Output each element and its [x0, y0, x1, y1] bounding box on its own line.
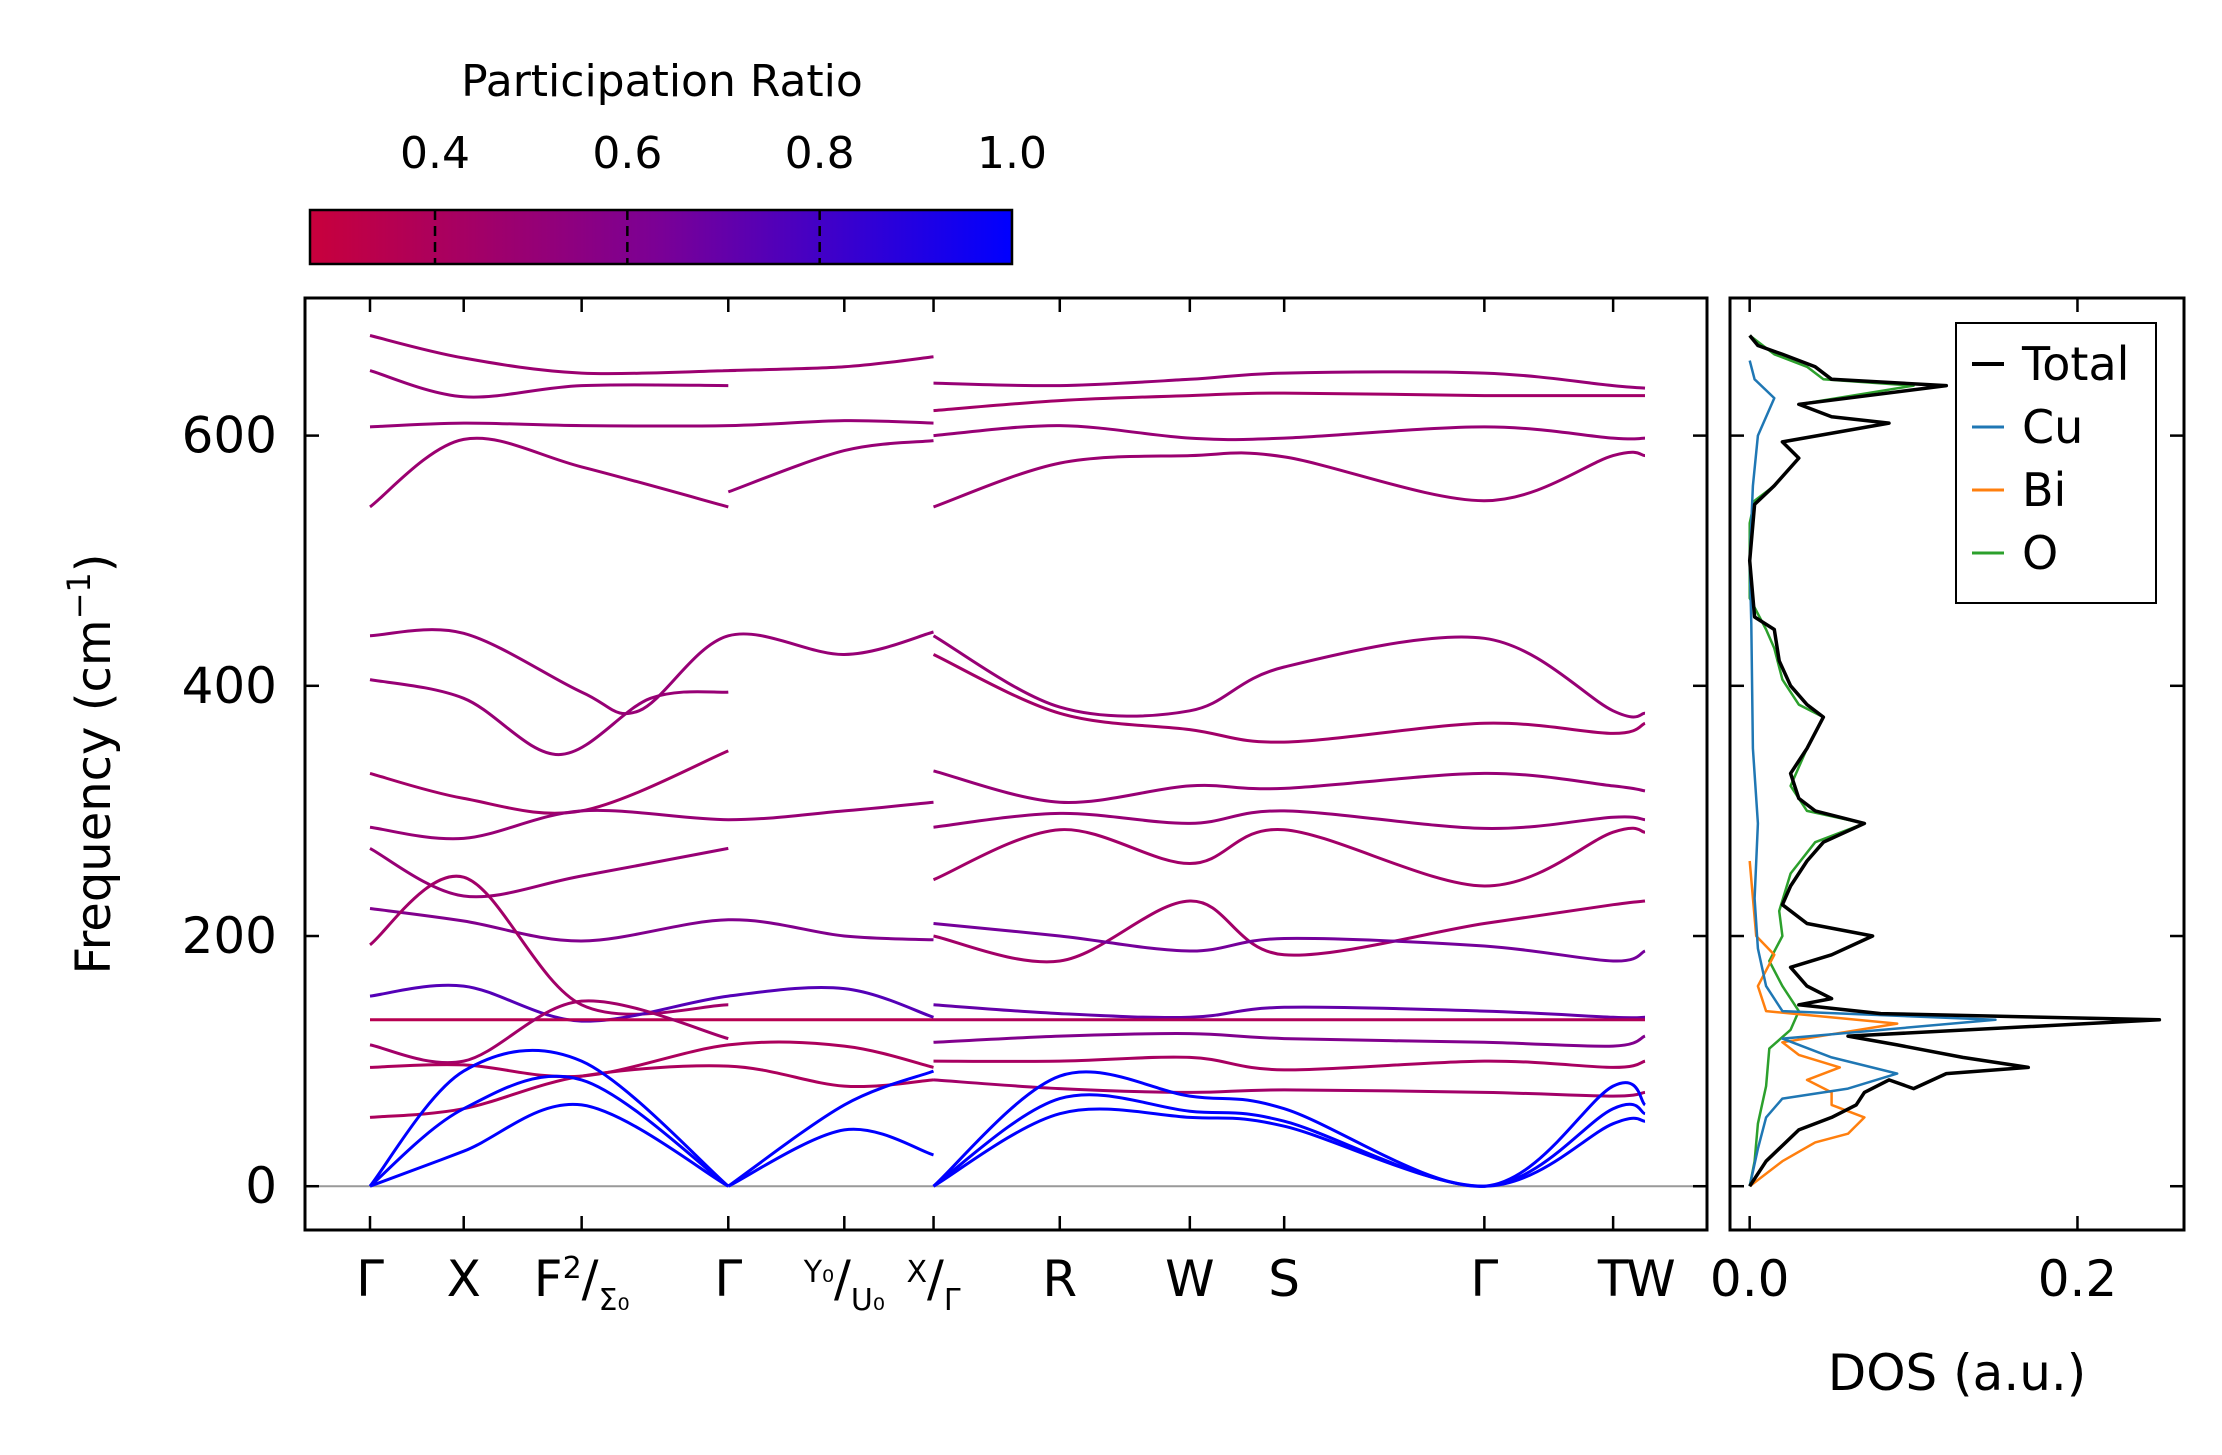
band-right-high-4 — [933, 450, 1646, 509]
colorbar-label: Participation Ratio — [461, 56, 863, 107]
y-tick-label: 600 — [182, 407, 277, 465]
band-acoustic-4 — [727, 1069, 935, 1188]
kpath-labels: Γ X F2/Σ₀ Γ Y₀/U₀X/Γ R W S Γ TW — [356, 1250, 1676, 1318]
band-right-low-5 — [933, 1078, 1646, 1098]
colorbar-tick-label: 0.6 — [592, 128, 662, 179]
dos-x-axis-label: DOS (a.u.) — [1828, 1344, 2087, 1402]
colorbar-tick-label: 0.4 — [400, 128, 470, 179]
kpath-label: W — [1626, 1250, 1675, 1308]
band-high-4 — [369, 436, 729, 509]
y-tick-label: 200 — [182, 907, 277, 965]
y-tick-label: 0 — [245, 1157, 277, 1215]
kpath-label: X/Γ — [906, 1250, 960, 1318]
dos-plot-frame — [1728, 296, 2186, 1232]
legend-box — [1955, 322, 2157, 604]
dos-line-total — [1747, 334, 2162, 1188]
band-right-mid-1 — [932, 634, 1646, 719]
kpath-label: X — [447, 1250, 481, 1308]
band-high-3 — [369, 419, 934, 429]
kpath-label: F2/Σ₀ — [534, 1250, 630, 1318]
band-mid-4 — [369, 800, 934, 841]
dos-panel: 0.0 0.2 DOS (a.u.) Total Cu Bi O — [1710, 296, 2186, 1402]
kpath-label: Γ — [714, 1250, 742, 1308]
kpath-label: Γ — [1470, 1250, 1498, 1308]
band-right-mid-6 — [933, 899, 1646, 964]
dos-line-bi — [1748, 860, 1899, 1188]
dos-line-cu — [1748, 360, 1997, 1187]
band-high-2 — [369, 369, 729, 399]
band-right-high-2 — [933, 391, 1645, 413]
band-right-mid-3 — [933, 769, 1646, 804]
kpath-label: R — [1042, 1250, 1077, 1308]
legend-label: Total — [2021, 337, 2129, 391]
legend-label: Cu — [2022, 400, 2083, 454]
band-low-3 — [369, 999, 729, 1064]
band-right-low-3 — [933, 1032, 1646, 1048]
kpath-ticks — [368, 298, 1615, 1230]
band-right-mid-7 — [933, 922, 1646, 963]
band-right-acoustic-1 — [932, 1070, 1647, 1188]
band-acoustic-1 — [368, 1048, 730, 1188]
band-high-5 — [727, 439, 934, 494]
band-acoustic-5 — [727, 1127, 934, 1188]
colorbar-tick-labels: 0.4 0.6 0.8 1.0 — [400, 128, 1047, 179]
dos-legend: Total Cu Bi O — [1955, 322, 2157, 604]
phonon-bands — [368, 334, 1647, 1188]
band-mid-7 — [369, 874, 729, 1016]
dos-x-tick-label: 0.0 — [1710, 1250, 1790, 1308]
colorbar-gradient — [308, 208, 1014, 266]
kpath-label: S — [1268, 1250, 1300, 1308]
band-low-5 — [369, 1064, 934, 1119]
legend-label: Bi — [2022, 463, 2066, 517]
colorbar-tick-label: 0.8 — [785, 128, 855, 179]
band-right-mid-5 — [932, 826, 1646, 888]
band-plot-frame — [303, 296, 1709, 1232]
band-right-low-1 — [933, 1003, 1646, 1020]
band-low-1 — [369, 983, 934, 1023]
dos-curves — [1747, 334, 2162, 1188]
band-mid-2 — [369, 678, 729, 757]
band-right-mid-4 — [933, 809, 1646, 830]
band-low-4 — [369, 1040, 934, 1079]
band-right-high-1 — [933, 370, 1646, 390]
band-right-high-3 — [933, 424, 1646, 442]
legend-items: Total Cu Bi O — [1972, 337, 2129, 580]
band-acoustic-2 — [369, 1074, 730, 1188]
dos-x-tick-label: 0.2 — [2038, 1250, 2118, 1308]
y-axis-ticks: 0 200 400 600 — [182, 407, 2184, 1215]
dos-ticks: 0.0 0.2 — [1710, 298, 2117, 1308]
band-right-mid-2 — [932, 653, 1646, 744]
legend-label: O — [2022, 526, 2058, 580]
kpath-label: W — [1165, 1250, 1214, 1308]
colorbar-ticks — [433, 210, 821, 264]
band-high-1 — [369, 334, 934, 376]
y-axis-label: Frequency (cm−1) — [60, 553, 122, 974]
band-right-low-4 — [933, 1055, 1646, 1072]
band-right-acoustic-3 — [932, 1107, 1646, 1188]
kpath-label: Γ — [356, 1250, 384, 1308]
colorbar: Participation Ratio 0.4 0.6 0.8 1.0 — [308, 56, 1047, 266]
kpath-label: T — [1597, 1250, 1629, 1308]
band-mid-5 — [369, 846, 729, 899]
band-mid-6 — [369, 907, 934, 943]
band-mid-1 — [369, 628, 934, 716]
colorbar-tick-label: 1.0 — [977, 128, 1047, 179]
kpath-label: Y₀/U₀ — [803, 1250, 885, 1318]
band-right-acoustic-2 — [932, 1093, 1646, 1188]
y-tick-label: 400 — [182, 657, 277, 715]
band-acoustic-3 — [369, 1102, 730, 1188]
band-mid-3 — [369, 749, 729, 815]
